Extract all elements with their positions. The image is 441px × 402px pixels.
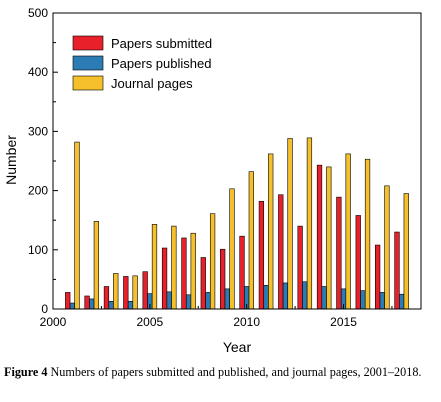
- bar-journal-pages-2013: [306, 137, 313, 310]
- bar-papers-published-2001: [69, 302, 75, 310]
- bar-journal-pages-2014: [326, 166, 332, 310]
- bar-papers-submitted-2018: [394, 231, 400, 310]
- legend-label-papers-submitted: Papers submitted: [111, 36, 212, 51]
- bar-papers-published-2004: [127, 300, 134, 310]
- caption-label: Figure 4: [4, 365, 48, 379]
- y-tick-label: 200: [28, 184, 48, 198]
- bar-papers-submitted-2008: [200, 257, 206, 310]
- y-tick-label: 100: [28, 243, 48, 257]
- legend-label-papers-published: Papers published: [111, 56, 211, 71]
- bar-papers-submitted-2011: [258, 200, 265, 310]
- bar-papers-submitted-2014: [316, 164, 323, 310]
- bar-papers-submitted-2009: [220, 248, 226, 310]
- bar-chart: 0 100 200 300 400 500 2000 2005 2010 2015 Papers …: [3, 6, 422, 355]
- bar-papers-published-2014: [321, 286, 327, 310]
- y-tick-label: 0: [41, 302, 48, 316]
- bar-journal-pages-2017: [384, 185, 390, 310]
- bar-papers-published-2008: [205, 292, 211, 310]
- bar-journal-pages-2012: [287, 138, 293, 310]
- bar-papers-published-2018: [399, 293, 405, 310]
- bar-journal-pages-2003: [113, 273, 119, 310]
- y-axis-title: Number: [3, 135, 19, 185]
- bar-journal-pages-2005: [151, 224, 158, 310]
- y-tick-label: 300: [28, 124, 48, 138]
- bar-papers-submitted-2013: [297, 225, 303, 310]
- legend-swatch-papers-submitted: [72, 35, 104, 51]
- y-tick-label: 400: [28, 65, 48, 79]
- bar-journal-pages-2010: [248, 171, 254, 310]
- bar-papers-submitted-2004: [123, 276, 129, 310]
- bar-journal-pages-2001: [74, 141, 80, 310]
- bar-journal-pages-2011: [268, 153, 274, 310]
- bar-papers-published-2009: [224, 288, 230, 310]
- bar-papers-published-2013: [302, 281, 308, 310]
- x-tick-label: 2015: [330, 315, 357, 329]
- bar-journal-pages-2008: [209, 213, 216, 310]
- bar-papers-published-2017: [379, 292, 385, 310]
- legend-label-journal-pages: Journal pages: [111, 76, 193, 91]
- bar-journal-pages-2016: [364, 158, 371, 310]
- bar-papers-submitted-2007: [181, 237, 187, 310]
- bar-papers-published-2007: [185, 294, 192, 310]
- bar-journal-pages-2004: [132, 275, 138, 310]
- bar-journal-pages-2015: [345, 153, 351, 310]
- bar-papers-submitted-2015: [336, 196, 342, 310]
- legend-swatch-papers-published: [72, 55, 104, 71]
- bar-papers-submitted-2002: [84, 295, 90, 310]
- bar-papers-submitted-2006: [161, 247, 168, 310]
- bar-papers-published-2011: [263, 285, 269, 310]
- bar-papers-published-2006: [166, 291, 172, 310]
- bar-papers-submitted-2012: [278, 194, 284, 310]
- bar-papers-submitted-2001: [65, 292, 71, 310]
- bar-papers-submitted-2003: [103, 286, 110, 310]
- bar-papers-submitted-2010: [239, 235, 245, 310]
- bars-layer: [65, 137, 409, 310]
- bar-papers-published-2012: [282, 282, 289, 310]
- x-tick-label: 2005: [136, 315, 163, 329]
- axes-layer: 0 100 200 300 400 500 2000 2005 2010 2015: [28, 6, 422, 329]
- caption-text: Numbers of papers submitted and publishe…: [47, 365, 422, 379]
- legend-swatch-journal-pages: [72, 75, 104, 91]
- legend: Papers submitted Papers published Journal …: [72, 35, 212, 91]
- bar-journal-pages-2009: [229, 188, 235, 310]
- bar-journal-pages-2002: [93, 221, 100, 310]
- x-axis-title: Year: [223, 339, 252, 355]
- x-tick-label: 2010: [233, 315, 260, 329]
- figure-caption: Figure 4 Numbers of papers submitted and…: [4, 364, 436, 380]
- x-tick-label: 2000: [40, 315, 67, 329]
- bar-papers-published-2016: [360, 290, 366, 310]
- bar-journal-pages-2018: [403, 193, 409, 310]
- bar-papers-submitted-2016: [355, 215, 361, 310]
- bar-papers-published-2003: [108, 300, 114, 310]
- bar-journal-pages-2007: [190, 232, 196, 310]
- y-tick-label: 500: [28, 6, 48, 20]
- bar-papers-submitted-2005: [142, 271, 148, 310]
- bar-papers-published-2002: [89, 298, 95, 310]
- bar-papers-submitted-2017: [374, 244, 381, 310]
- bar-journal-pages-2006: [171, 225, 177, 310]
